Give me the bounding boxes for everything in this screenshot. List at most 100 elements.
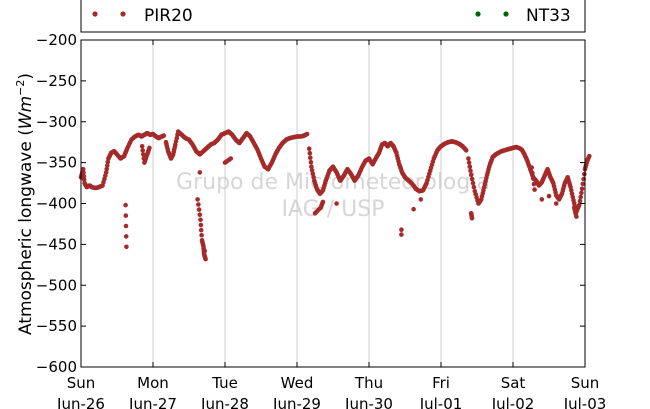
data-point (139, 144, 145, 149)
data-point (577, 198, 583, 204)
y-axis-label: Atmospheric longwave (Wm−2) (14, 73, 36, 335)
data-point (578, 194, 583, 200)
data-point (469, 215, 475, 221)
data-point (531, 181, 537, 187)
x-tick-label-weekday: Sat (501, 374, 526, 392)
legend-marker-pir20-b (120, 11, 126, 17)
y-tick-label: −550 (36, 317, 77, 335)
data-point (399, 227, 404, 232)
y-tick-label: −500 (36, 276, 77, 294)
y-tick-label: −600 (36, 358, 77, 376)
data-point (195, 197, 200, 202)
x-tick-label-date: Jul-02 (491, 395, 535, 409)
data-point (123, 202, 128, 208)
data-point (198, 222, 204, 228)
data-point (196, 207, 202, 212)
x-tick-label-weekday: Tue (211, 374, 238, 392)
x-tick-label-weekday: Fri (432, 374, 450, 392)
data-point (81, 170, 86, 175)
data-point (546, 193, 552, 199)
x-tick-label-weekday: Thu (354, 374, 383, 392)
data-point (311, 174, 316, 180)
data-point (470, 180, 476, 186)
data-point (418, 197, 424, 202)
x-tick-label-weekday: Sun (571, 374, 600, 392)
data-point (309, 164, 314, 169)
data-point (196, 202, 201, 207)
legend-label-nt33: NT33 (526, 6, 571, 26)
data-point (307, 150, 313, 156)
data-point (469, 176, 475, 182)
data-point (198, 227, 204, 233)
data-point (579, 190, 584, 196)
x-tick-label-date: Jun-27 (128, 395, 177, 409)
data-point (580, 181, 586, 187)
y-tick-label: −250 (36, 72, 77, 90)
legend-marker-nt33-b (503, 11, 509, 17)
data-point (309, 167, 315, 173)
plot-area (81, 40, 585, 367)
data-point (202, 248, 208, 254)
x-tick-label-weekday: Sun (67, 374, 96, 392)
data-point (306, 146, 312, 151)
watermark: Grupo de Micrometeorologia IAG / USP (176, 170, 490, 222)
data-point (471, 184, 477, 190)
data-point (123, 234, 129, 239)
y-axis-label-prefix: Atmospheric longwave ( (16, 129, 36, 335)
legend-marker-nt33-a (475, 11, 481, 17)
data-point (304, 131, 310, 137)
data-point (103, 170, 109, 175)
data-point (308, 159, 314, 165)
x-tick-label-date: Jul-03 (563, 395, 607, 409)
data-point (81, 177, 87, 182)
x-tick-label-date: Jun-29 (272, 395, 321, 409)
x-tick-label-date: Jun-26 (56, 395, 105, 409)
legend-marker-pir20-a (92, 11, 98, 17)
watermark-line-1: Grupo de Micrometeorologia (176, 170, 490, 195)
data-point (123, 223, 129, 229)
data-point (147, 145, 152, 151)
data-point (81, 173, 87, 179)
plot-frame (80, 39, 586, 368)
data-point (466, 156, 471, 161)
data-point (203, 256, 208, 262)
data-points (78, 129, 592, 262)
data-point (198, 217, 203, 223)
legend-box (80, 0, 586, 33)
x-axis-ticks: Sun Jun-26 Mon Jun-27 Tue Jun-28 Wed Jun-29 Thu J… (56, 40, 606, 409)
data-point (530, 176, 536, 181)
data-point (530, 170, 535, 176)
y-axis-label-exponent: −2 (14, 80, 27, 96)
grid (152, 40, 514, 367)
x-tick-label-date: Jul-01 (419, 395, 463, 409)
data-point (466, 160, 472, 165)
data-point (553, 201, 559, 206)
legend: PIR20 NT33 (80, 0, 586, 33)
data-point (140, 148, 145, 153)
y-axis-label-symbol: Wm (16, 96, 36, 129)
data-point (123, 213, 129, 218)
data-point (467, 164, 473, 169)
y-tick-label: −450 (36, 235, 77, 253)
data-point (228, 156, 234, 161)
data-point (124, 244, 129, 250)
data-point (320, 199, 326, 205)
data-point (161, 133, 167, 138)
data-point (532, 187, 537, 192)
data-point (104, 166, 109, 172)
data-point (579, 186, 585, 192)
y-axis-ticks: −200 −250 −300 −350 −400 −450 −500 −550 −600 (36, 31, 585, 376)
data-point (574, 214, 579, 219)
y-tick-label: −400 (36, 195, 77, 213)
data-point (411, 206, 416, 212)
data-point (468, 172, 474, 178)
data-point (197, 170, 203, 175)
data-point (539, 197, 545, 202)
data-point (80, 166, 86, 172)
data-point (334, 201, 339, 206)
data-point (105, 163, 110, 168)
legend-label-pir20: PIR20 (144, 6, 193, 26)
y-tick-label: −300 (36, 113, 77, 131)
data-point (399, 232, 404, 237)
